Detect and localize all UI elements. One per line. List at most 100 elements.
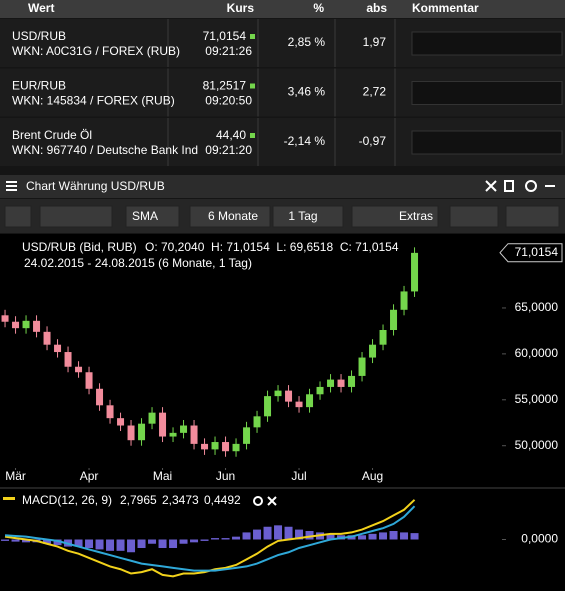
histogram-bar [11,539,20,542]
candle-body [337,379,345,387]
candle-body [369,344,377,358]
histogram-bar [358,535,367,540]
header-cell[interactable]: % [313,1,324,15]
comment-input[interactable] [411,81,563,105]
histogram-bar [190,539,199,543]
histogram-bar [22,539,31,543]
settings-icon[interactable] [253,496,263,506]
legend-value: 2,7965 [120,493,157,507]
histogram-bar [221,538,230,540]
instrument-name: USD/RUB [12,29,66,43]
candle-body [138,423,146,441]
x-tick-label: Jun [216,469,235,483]
histogram-bar [200,539,209,541]
candle-body [274,390,282,397]
chart-area [0,234,565,488]
histogram-bar [169,539,178,548]
histogram-bar [85,539,94,548]
header-cell[interactable]: abs [366,1,387,15]
dropdown[interactable] [351,205,439,228]
histogram-bar [242,532,251,540]
histogram-bar [158,539,167,548]
legend-value: 2,3473 [162,493,199,507]
y-tick-label: 60,0000 [515,346,559,360]
close-icon[interactable] [267,496,277,506]
instrument-name: EUR/RUB [12,79,66,93]
table-header [0,0,565,18]
candle-body [295,401,303,408]
comment-input[interactable] [411,31,563,56]
menu-icon[interactable] [6,181,17,191]
x-tick-label: Mai [153,469,172,483]
histogram-bar [263,526,272,540]
candle-body [411,252,419,292]
candle-body [85,372,93,389]
candle-body [75,366,83,373]
instrument-name: Brent Crude Öl [12,128,92,142]
panel-title: Chart Währung USD/RUB [26,179,165,193]
candle-body [222,442,230,452]
time: 09:21:26 [205,44,252,58]
histogram-bar [389,531,398,540]
header-cell[interactable]: Wert [28,1,54,15]
candle-body [33,320,41,332]
change-pct: -2,14 % [284,134,326,148]
legend-swatch [3,497,15,500]
candle-body [96,388,104,406]
ohlc-info: O: 70,2040 H: 71,0154 L: 69,6518 C: 71,0… [145,240,399,254]
range-select[interactable]: 6 Monate [208,209,258,223]
histogram-bar [137,539,146,548]
candle-body [169,432,177,437]
candle-body [379,330,387,345]
y-tick-label: 0,0000 [521,532,558,546]
wkn: WKN: A0C31G / FOREX (RUB) [12,44,180,58]
tick-indicator [250,83,255,89]
candle-body [348,375,356,387]
candle-body [400,291,408,310]
candle-body [148,412,156,424]
button[interactable] [505,205,560,228]
candle-body [232,443,240,452]
header-cell[interactable]: Kurs [227,1,255,15]
x-tick-label: Mär [5,469,26,483]
legend-value: 0,4492 [204,493,241,507]
candle-body [54,344,62,353]
histogram-bar [379,532,388,540]
histogram-bar [284,526,293,540]
histogram-bar [43,539,52,544]
candle-body [306,394,314,408]
histogram-bar [253,529,262,540]
histogram-bar [295,529,304,540]
candle-body [316,386,324,395]
extras-menu[interactable]: Extras [399,209,433,223]
indicator-select[interactable]: SMA [132,209,158,223]
change-pct: 3,46 % [288,85,326,99]
histogram-bar [95,539,104,550]
button[interactable] [39,205,113,228]
dropdown[interactable] [189,205,271,228]
x-tick-label: Aug [362,469,383,483]
candle-body [358,357,366,376]
candle-body [159,412,167,437]
y-tick-label: 65,0000 [515,300,559,314]
interval-select[interactable]: 1 Tag [288,209,317,223]
y-tick-label: 50,0000 [515,438,559,452]
candle-body [243,427,251,444]
candle-body [201,443,209,450]
change-abs: -0,97 [359,134,387,148]
panel-icons[interactable] [485,180,555,192]
button[interactable] [449,205,499,228]
header-cell[interactable]: Kommentar [412,1,479,15]
chart: 50,0000 55,0000 60,0000 65,0000 Mär Apr Mai Jun… [1,243,563,578]
button[interactable] [4,205,32,228]
candle-body [180,425,188,433]
histogram-bar [274,525,283,540]
dropdown[interactable] [125,205,180,228]
y-tick-label: 55,0000 [515,392,559,406]
histogram-bar [106,539,115,551]
comment-input[interactable] [411,130,563,155]
dropdown[interactable] [272,205,344,228]
time: 09:21:20 [205,143,252,157]
panel-header [0,175,565,198]
candle-body [327,379,335,387]
